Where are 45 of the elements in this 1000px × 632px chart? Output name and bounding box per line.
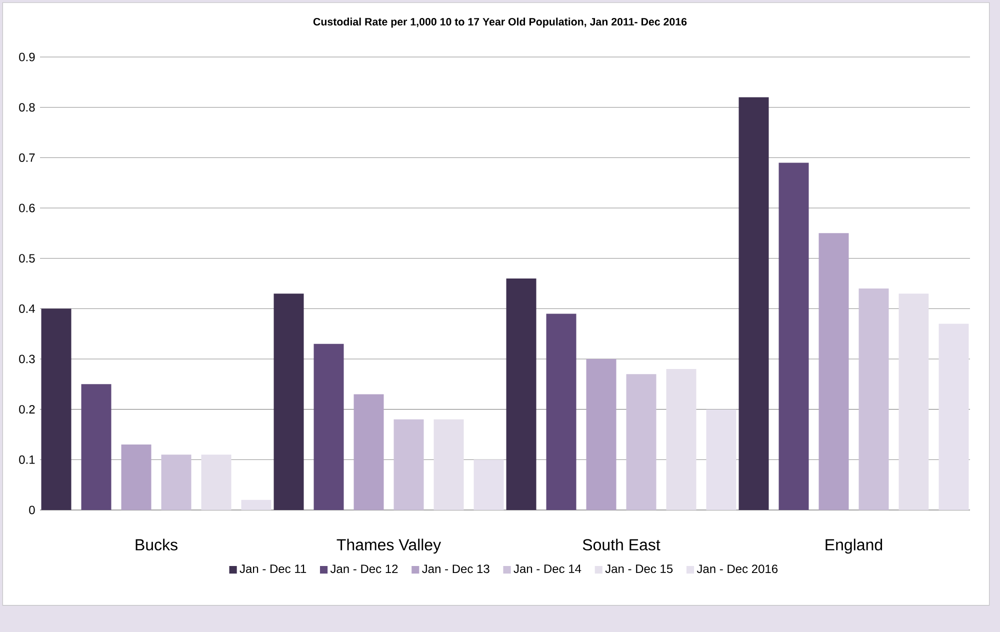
- y-tick-label: 0.7: [19, 153, 35, 162]
- x-tick-label: Thames Valley: [336, 538, 442, 554]
- bar: [81, 384, 112, 510]
- x-tick-label: Bucks: [136, 538, 178, 550]
- x-tick-label: South East: [582, 538, 660, 550]
- legend-label: Jan - Dec 2016: [696, 564, 778, 574]
- bar: [201, 454, 232, 510]
- bar: [434, 419, 464, 510]
- bar: [938, 324, 969, 510]
- y-tick-label: 0: [29, 506, 35, 514]
- y-tick-label: 0.6: [19, 204, 35, 212]
- bar: [241, 500, 272, 510]
- bar: [586, 358, 616, 510]
- bar: [738, 97, 769, 510]
- legend-label: Jan - Dec 14: [514, 564, 582, 574]
- chart-title: Custodial Rate per 1,000 10 to 17 Year Old Population, Jan 2011- Dec 2016: [313, 18, 687, 28]
- bar: [706, 409, 736, 510]
- bar: [506, 278, 536, 510]
- legend-label: Jan - Dec 13: [422, 564, 490, 574]
- bar: [898, 294, 929, 510]
- legend-label: Jan - Dec 11: [240, 564, 306, 574]
- bar: [818, 233, 849, 510]
- bar: [626, 374, 656, 510]
- bar: [41, 308, 72, 510]
- bar: [314, 344, 344, 510]
- bar: [354, 394, 384, 510]
- y-tick-label: 0.2: [19, 405, 35, 414]
- x-tick-label: England: [826, 538, 882, 554]
- y-tick-label: 0.9: [19, 52, 35, 62]
- bar: [274, 294, 304, 510]
- y-tick-label: 0.8: [19, 103, 35, 112]
- y-tick-label: 0.1: [19, 455, 35, 464]
- bar: [121, 444, 152, 510]
- y-tick-label: 0.4: [19, 304, 35, 313]
- legend-label: Jan - Dec 12: [330, 564, 398, 574]
- bar: [858, 288, 889, 510]
- bar: [161, 454, 192, 510]
- bar: [546, 314, 576, 510]
- legend-label: Jan - Dec 15: [605, 564, 673, 574]
- y-tick-label: 0.3: [19, 354, 35, 364]
- bar: [394, 419, 424, 510]
- y-tick-label: 0.5: [19, 254, 35, 263]
- bar: [474, 460, 504, 510]
- bar: [778, 162, 809, 510]
- bar: [666, 369, 696, 510]
